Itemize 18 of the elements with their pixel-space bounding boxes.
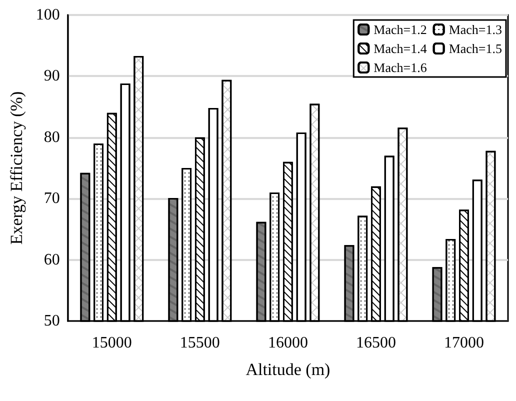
- legend-label: Mach=1.5: [448, 41, 502, 56]
- legend-label: Mach=1.6: [374, 60, 428, 75]
- y-tick-label: 50: [44, 312, 60, 330]
- legend-label: Mach=1.3: [448, 22, 502, 37]
- x-tick-label: 15000: [92, 334, 132, 352]
- x-tick-label: 16000: [268, 334, 308, 352]
- y-tick-label: 80: [44, 128, 60, 146]
- y-axis-title: Exergy Efficiency (%): [7, 91, 26, 245]
- x-tick-label: 16500: [356, 334, 396, 352]
- y-tick-label: 60: [44, 251, 60, 268]
- y-tick-label: 90: [44, 68, 60, 85]
- legend-label: Mach=1.2: [374, 22, 427, 37]
- y-tick-label: 70: [44, 190, 60, 208]
- x-tick-label: 15500: [180, 334, 220, 352]
- x-axis-title: Altitude (m): [246, 360, 330, 379]
- x-tick-label: 17000: [444, 334, 484, 352]
- y-tick-label: 100: [36, 6, 60, 24]
- legend-label: Mach=1.4: [374, 41, 428, 56]
